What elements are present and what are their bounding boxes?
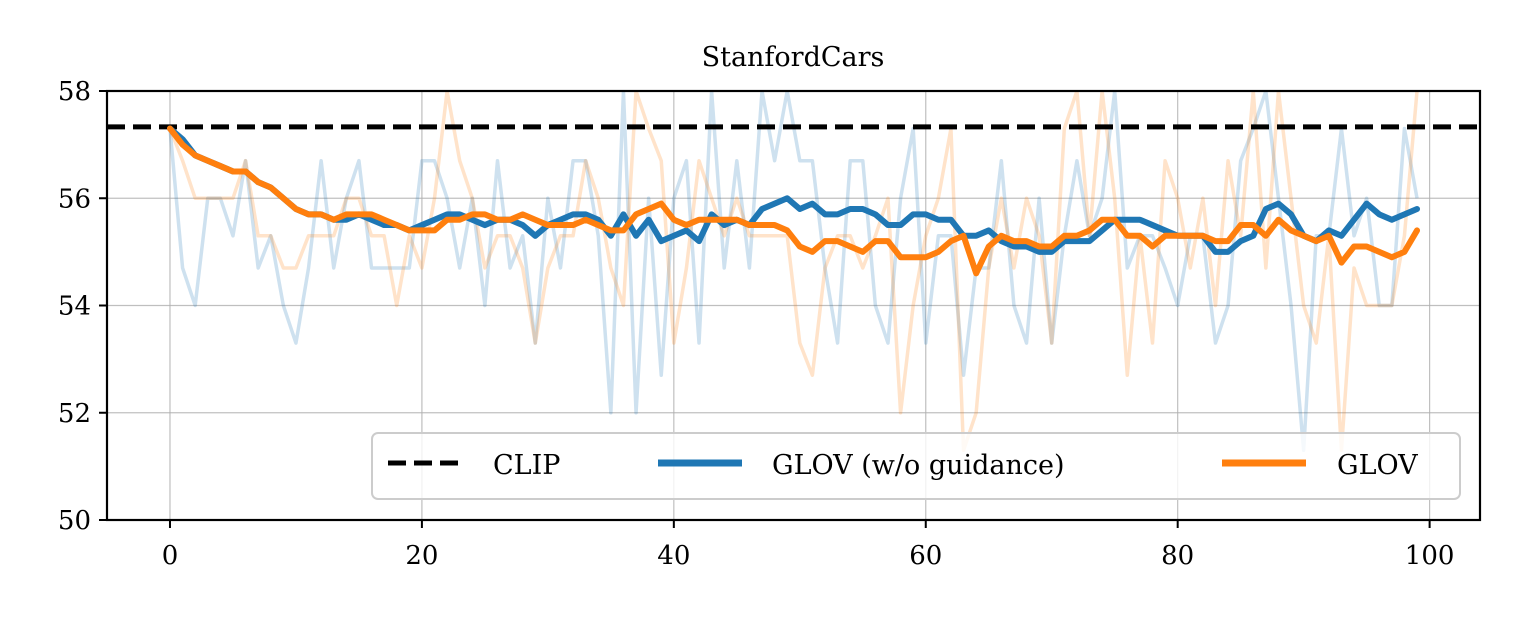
legend-label-glov-wo-guidance: GLOV (w/o guidance) [772, 450, 1065, 481]
x-tick-label-100: 100 [1405, 541, 1455, 571]
y-tick-label-50: 50 [58, 506, 91, 536]
series-line-glov-w-o-guidance [166, 125, 1421, 255]
chart-title: StanfordCars [702, 42, 885, 73]
raw-line-glov [168, 91, 1419, 453]
main-series-layer [166, 125, 1421, 277]
y-tick-label-52: 52 [58, 399, 91, 429]
x-tick-label-0: 0 [162, 541, 179, 571]
series-line-glov [166, 125, 1421, 277]
x-tick-label-40: 40 [657, 541, 690, 571]
x-tick-label-80: 80 [1161, 541, 1194, 571]
x-tick-label-60: 60 [909, 541, 942, 571]
raw-line-glov-w-o-guidance [168, 91, 1419, 453]
legend-label-glov: GLOV [1337, 450, 1418, 481]
y-tick-label-56: 56 [58, 184, 91, 214]
y-tick-label-58: 58 [58, 77, 91, 107]
raw-series-layer [168, 91, 1419, 453]
legend-box [371, 432, 1461, 500]
x-tick-label-20: 20 [405, 541, 438, 571]
legend: CLIP GLOV (w/o guidance) GLOV [371, 432, 1461, 500]
y-tick-label-54: 54 [58, 292, 91, 322]
legend-label-clip: CLIP [493, 450, 560, 481]
tick-layer: 0 20 40 60 80 100 50 52 54 56 58 [58, 77, 1455, 571]
